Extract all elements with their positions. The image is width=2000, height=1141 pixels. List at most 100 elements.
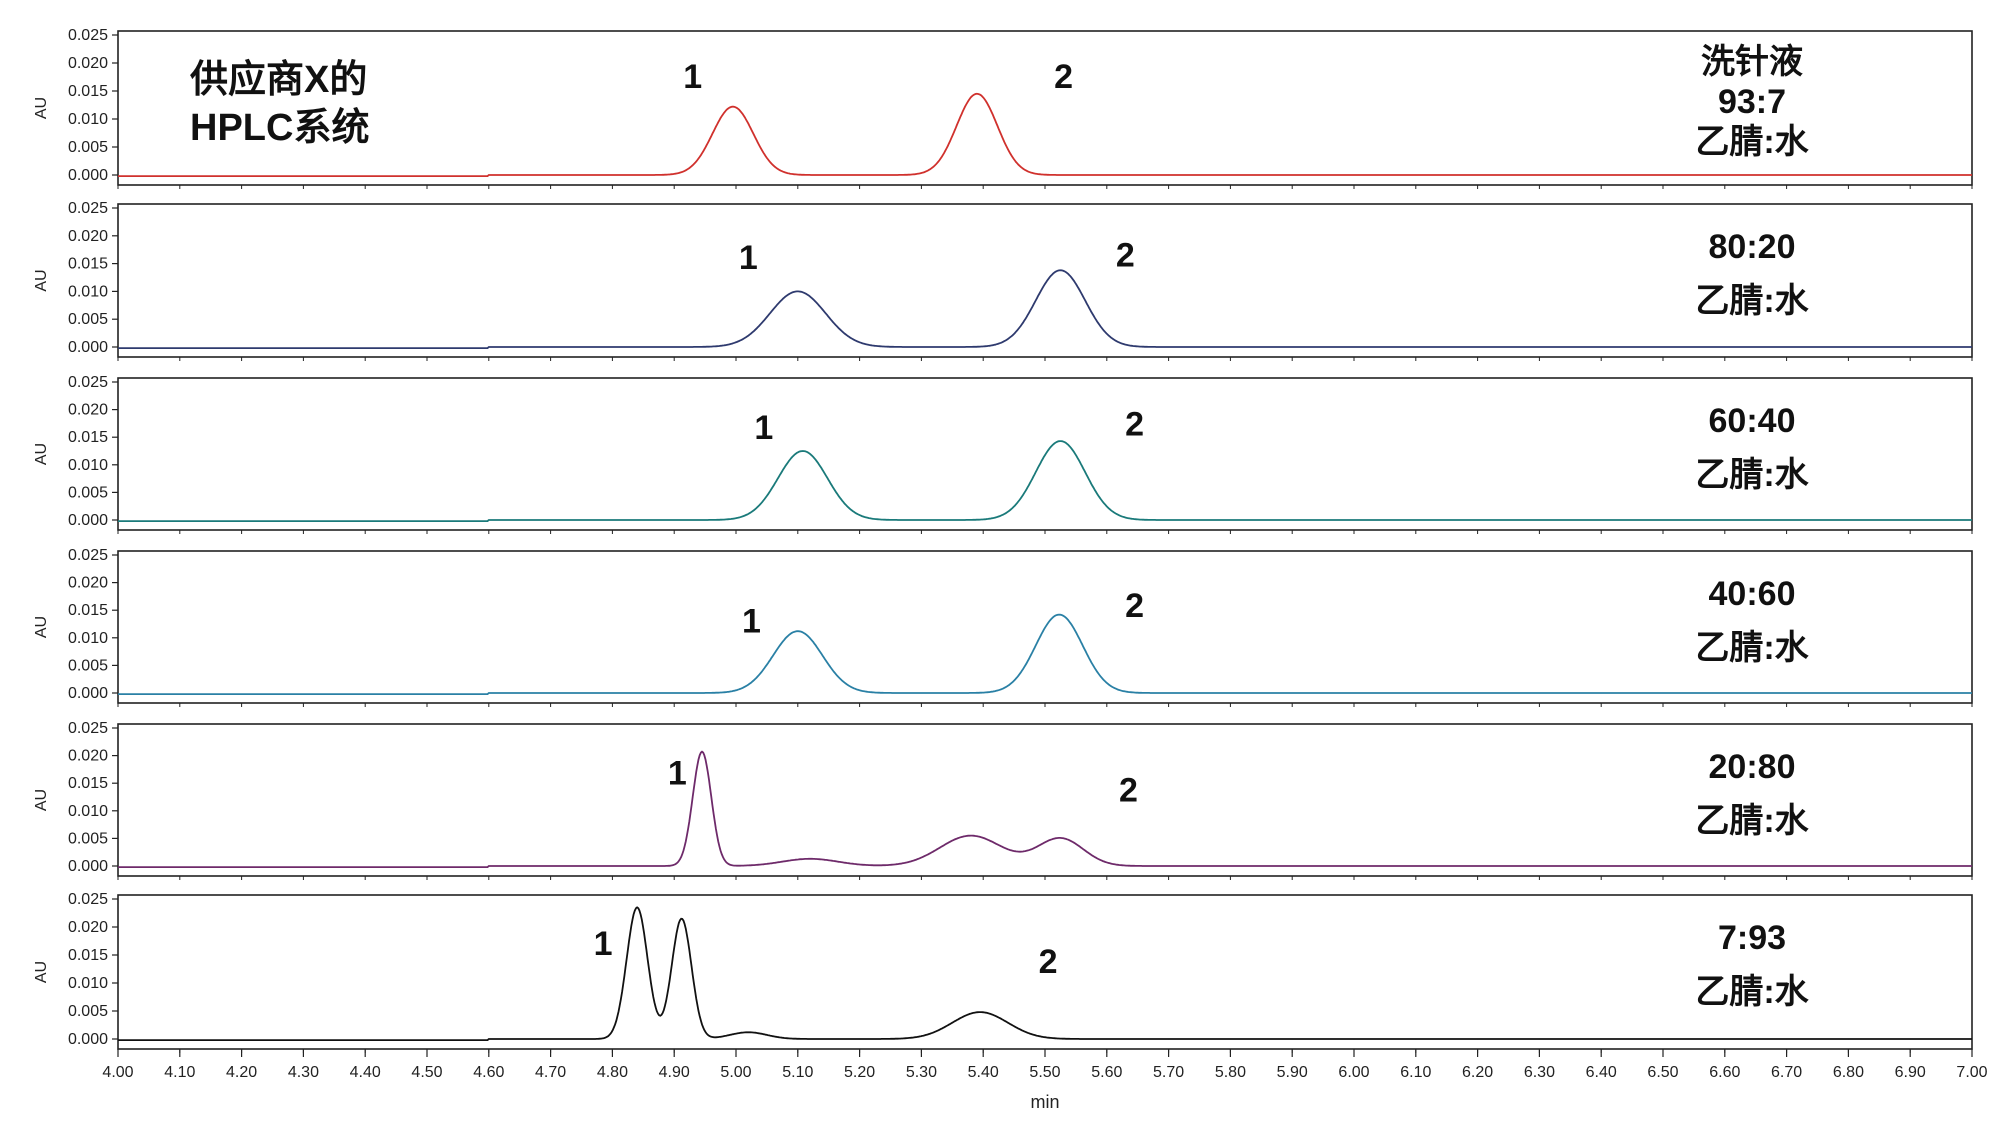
x-tick-label: 4.30 — [288, 1064, 319, 1081]
panel-1: 0.025 0.020 0.015 0.010 0.005 0.000 AU 1 2 洗针液93:… — [33, 27, 1973, 189]
y-tick-label: 0.010 — [68, 111, 108, 128]
condition-label: 乙腈:水 — [1695, 282, 1809, 320]
x-tick-label: 4.20 — [226, 1064, 257, 1081]
y-tick-label: 0.025 — [68, 720, 108, 737]
peak-label-1: 1 — [739, 239, 758, 277]
y-tick-label: 0.010 — [68, 803, 108, 820]
y-axis-label: AU — [33, 97, 50, 119]
panel-3: 0.025 0.020 0.015 0.010 0.005 0.000 AU 1 2 60:40 乙… — [33, 374, 1973, 534]
peak-label-2: 2 — [1125, 587, 1144, 625]
y-tick-label: 0.015 — [68, 775, 108, 792]
peak-label-2: 2 — [1039, 943, 1058, 981]
condition-label: 洗针液 — [1701, 43, 1803, 81]
y-tick-label: 0.010 — [68, 630, 108, 647]
y-axis-label: AU — [33, 269, 50, 291]
x-tick-label: 5.50 — [1029, 1064, 1060, 1081]
x-tick-label: 5.20 — [844, 1064, 875, 1081]
y-tick-label: 0.000 — [68, 1031, 108, 1048]
x-tick-label: 5.40 — [968, 1064, 999, 1081]
x-tick-label: 4.90 — [659, 1064, 690, 1081]
x-tick-label: 4.70 — [535, 1064, 566, 1081]
x-tick-label: 6.20 — [1462, 1064, 1493, 1081]
peak-label-1: 1 — [754, 409, 773, 447]
condition-label: 乙腈:水 — [1695, 629, 1809, 667]
plot-frame — [117, 203, 1973, 358]
x-tick-label: 7.00 — [1956, 1064, 1987, 1081]
x-tick-label: 6.10 — [1400, 1064, 1431, 1081]
peak-label-1: 1 — [668, 754, 687, 792]
peak-label-1: 1 — [594, 925, 613, 963]
y-tick-label: 0.015 — [68, 947, 108, 964]
peak-label-2: 2 — [1054, 58, 1073, 96]
y-tick-label: 0.010 — [68, 457, 108, 474]
panel-5: 0.025 0.020 0.015 0.010 0.005 0.000 AU 1 2 20:80 乙… — [33, 720, 1973, 880]
y-tick-label: 0.005 — [68, 657, 108, 674]
y-tick-label: 0.020 — [68, 748, 108, 765]
y-tick-label: 0.020 — [68, 575, 108, 592]
condition-label: 乙腈:水 — [1695, 456, 1809, 494]
y-tick-label: 0.025 — [68, 200, 108, 217]
trace-line — [118, 440, 1972, 522]
x-tick-label: 6.60 — [1709, 1064, 1740, 1081]
x-tick-label: 6.70 — [1771, 1064, 1802, 1081]
x-tick-label: 4.80 — [597, 1064, 628, 1081]
y-tick-label: 0.000 — [68, 512, 108, 529]
y-tick-label: 0.015 — [68, 256, 108, 273]
condition-label: 乙腈:水 — [1695, 802, 1809, 840]
x-tick-label: 6.50 — [1647, 1064, 1678, 1081]
x-tick-label: 5.70 — [1153, 1064, 1184, 1081]
y-tick-label: 0.010 — [68, 283, 108, 300]
condition-label: 60:40 — [1709, 402, 1796, 440]
y-tick-label: 0.005 — [68, 484, 108, 501]
x-tick-label: 5.60 — [1091, 1064, 1122, 1081]
peak-label-2: 2 — [1125, 406, 1144, 444]
y-tick-label: 0.015 — [68, 83, 108, 100]
x-tick-label: 6.40 — [1586, 1064, 1617, 1081]
x-tick-label: 5.30 — [906, 1064, 937, 1081]
y-tick-label: 0.000 — [68, 858, 108, 875]
y-tick-label: 0.000 — [68, 685, 108, 702]
condition-label: 80:20 — [1709, 228, 1796, 266]
peak-label-2: 2 — [1116, 236, 1135, 274]
condition-label: 7:93 — [1718, 919, 1786, 957]
y-tick-label: 0.010 — [68, 975, 108, 992]
x-tick-label: 4.40 — [350, 1064, 381, 1081]
trace-line — [118, 750, 1972, 868]
peak-label-1: 1 — [683, 58, 702, 96]
y-tick-label: 0.000 — [68, 339, 108, 356]
x-tick-label: 5.10 — [782, 1064, 813, 1081]
x-tick-label: 6.00 — [1338, 1064, 1369, 1081]
condition-label: 乙腈:水 — [1695, 123, 1809, 161]
peak-label-2: 2 — [1119, 771, 1138, 809]
y-tick-label: 0.020 — [68, 228, 108, 245]
condition-label: 93:7 — [1718, 83, 1786, 121]
x-axis-label: min — [1030, 1092, 1059, 1112]
condition-label: 40:60 — [1709, 575, 1796, 613]
y-axis-label: AU — [33, 443, 50, 465]
y-axis-label: AU — [33, 961, 50, 983]
x-tick-label: 5.80 — [1215, 1064, 1246, 1081]
trace-line — [118, 906, 1972, 1041]
x-tick-label: 6.90 — [1895, 1064, 1926, 1081]
y-tick-label: 0.025 — [68, 27, 108, 44]
x-tick-label: 6.30 — [1524, 1064, 1555, 1081]
x-tick-label: 5.00 — [720, 1064, 751, 1081]
peak-label-1: 1 — [742, 602, 761, 640]
x-tick-label: 4.10 — [164, 1064, 195, 1081]
y-tick-label: 0.025 — [68, 547, 108, 564]
condition-label: 乙腈:水 — [1695, 973, 1809, 1011]
trace-line — [118, 269, 1972, 349]
trace-line — [118, 613, 1972, 695]
y-tick-label: 0.020 — [68, 919, 108, 936]
y-tick-label: 0.025 — [68, 891, 108, 908]
panel-title: HPLC系统 — [190, 107, 369, 149]
panel-title: 供应商X的 — [190, 59, 367, 101]
trace-line — [118, 92, 1972, 177]
x-tick-label: 4.00 — [102, 1064, 133, 1081]
y-tick-label: 0.005 — [68, 1003, 108, 1020]
y-tick-label: 0.005 — [68, 139, 108, 156]
y-tick-label: 0.025 — [68, 374, 108, 391]
plot-frame — [117, 723, 1973, 877]
panel-4: 0.025 0.020 0.015 0.010 0.005 0.000 AU 1 2 40:60 乙… — [33, 547, 1973, 707]
